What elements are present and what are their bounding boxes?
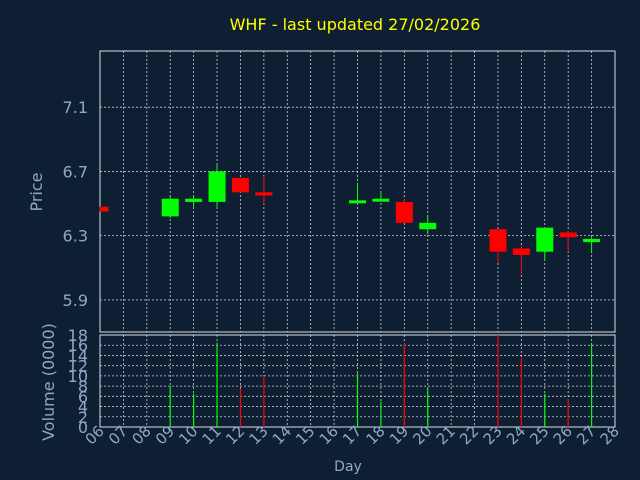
x-tick-label: 11	[199, 422, 225, 448]
candle-body	[208, 171, 226, 202]
x-tick-label: 17	[339, 422, 365, 448]
x-tick-label: 15	[292, 422, 318, 448]
volume-tick-label: 18	[68, 326, 88, 345]
price-tick-label: 7.1	[63, 98, 88, 117]
candle-body	[372, 198, 390, 202]
candle-body	[489, 229, 507, 252]
price-tick-label: 6.7	[63, 162, 88, 181]
candle-body	[583, 238, 601, 243]
candle-body	[231, 177, 249, 193]
candle-body	[100, 206, 109, 212]
x-tick-label: 13	[245, 422, 271, 448]
price-tick-label: 6.3	[63, 227, 88, 246]
volume-tick-label: 0	[78, 418, 88, 437]
x-tick-label: 25	[526, 422, 552, 448]
candle-body	[395, 201, 413, 223]
price-panel: 5.9 6.3 6.7 7.1	[63, 50, 616, 333]
x-tick-label: 23	[480, 422, 506, 448]
volume-tick-label: 4	[78, 398, 88, 417]
price-tick-label: 5.9	[63, 291, 88, 310]
volume-tick-label: 12	[68, 357, 88, 376]
x-tick-label: 07	[105, 422, 131, 448]
x-tick-label: 24	[503, 422, 529, 448]
x-tick-label: 16	[316, 422, 342, 448]
x-tick-label: 21	[433, 422, 459, 448]
x-tick-label: 26	[550, 422, 576, 448]
x-tick-label: 12	[222, 422, 248, 448]
candle-body	[185, 198, 203, 202]
x-tick-label: 22	[456, 422, 482, 448]
volume-panel: 0246810121416180607080910111213141516171…	[68, 326, 623, 448]
x-tick-label: 14	[269, 422, 295, 448]
volume-tick-label: 14	[68, 346, 88, 365]
x-tick-label: 10	[175, 422, 201, 448]
x-tick-label: 19	[386, 422, 412, 448]
candle-body	[536, 227, 554, 252]
x-tick-label: 27	[573, 422, 599, 448]
chart-title: WHF - last updated 27/02/2026	[230, 15, 481, 34]
x-tick-label: 18	[363, 422, 389, 448]
x-tick-label: 28	[597, 422, 623, 448]
price-axis-label: Price	[27, 172, 46, 211]
volume-tick-label: 16	[68, 336, 88, 355]
candle-body	[559, 232, 577, 238]
price-plot-border	[99, 50, 616, 333]
candle-body	[512, 248, 530, 255]
x-tick-label: 08	[128, 422, 154, 448]
x-axis-label: Day	[334, 459, 362, 475]
candle-body	[349, 200, 366, 204]
volume-tick-label: 8	[78, 377, 88, 396]
x-tick-label: 20	[409, 422, 435, 448]
candle-body	[161, 198, 179, 217]
volume-axis-label: Volume (0000)	[39, 323, 58, 441]
volume-tick-label: 6	[78, 387, 88, 406]
x-tick-label: 09	[152, 422, 178, 448]
volume-tick-label: 10	[68, 367, 88, 386]
volume-tick-label: 2	[78, 408, 88, 427]
candle-body	[255, 192, 273, 196]
candle-body	[419, 222, 437, 230]
